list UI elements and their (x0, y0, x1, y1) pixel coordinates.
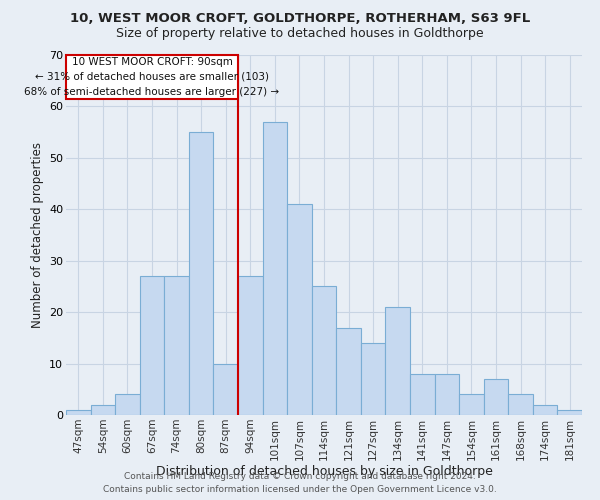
Text: Contains HM Land Registry data © Crown copyright and database right 2024.: Contains HM Land Registry data © Crown c… (124, 472, 476, 481)
Text: ← 31% of detached houses are smaller (103): ← 31% of detached houses are smaller (10… (35, 72, 269, 82)
Bar (336, 328, 361, 415)
Bar (557, 410, 582, 415)
Bar (238, 276, 263, 415)
Y-axis label: Number of detached properties: Number of detached properties (31, 142, 44, 328)
Bar (434, 374, 459, 415)
Bar (66, 410, 91, 415)
Text: Size of property relative to detached houses in Goldthorpe: Size of property relative to detached ho… (116, 28, 484, 40)
FancyBboxPatch shape (66, 55, 238, 98)
Bar (484, 379, 508, 415)
Text: Contains public sector information licensed under the Open Government Licence v3: Contains public sector information licen… (103, 484, 497, 494)
Text: 68% of semi-detached houses are larger (227) →: 68% of semi-detached houses are larger (… (25, 87, 280, 97)
Bar (385, 307, 410, 415)
X-axis label: Distribution of detached houses by size in Goldthorpe: Distribution of detached houses by size … (155, 466, 493, 478)
Bar (140, 276, 164, 415)
Bar (361, 343, 385, 415)
Bar (263, 122, 287, 415)
Bar (164, 276, 189, 415)
Text: 10 WEST MOOR CROFT: 90sqm: 10 WEST MOOR CROFT: 90sqm (71, 56, 232, 66)
Bar (214, 364, 238, 415)
Bar (533, 404, 557, 415)
Bar (410, 374, 434, 415)
Bar (312, 286, 336, 415)
Bar (508, 394, 533, 415)
Bar (189, 132, 214, 415)
Bar (287, 204, 312, 415)
Bar (459, 394, 484, 415)
Bar (91, 404, 115, 415)
Bar (115, 394, 140, 415)
Text: 10, WEST MOOR CROFT, GOLDTHORPE, ROTHERHAM, S63 9FL: 10, WEST MOOR CROFT, GOLDTHORPE, ROTHERH… (70, 12, 530, 26)
